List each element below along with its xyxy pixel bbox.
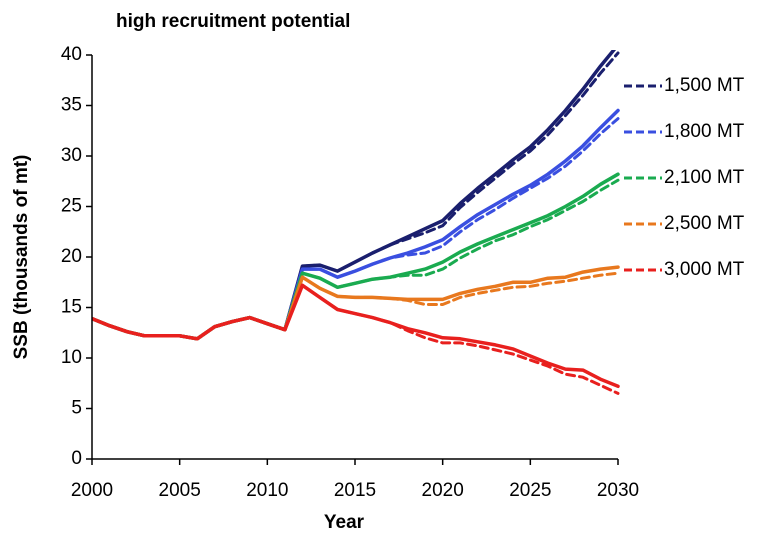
legend-label: 3,000 MT: [664, 259, 745, 280]
x-tick-label: 2025: [509, 480, 551, 501]
y-tick-label: 15: [61, 297, 82, 318]
x-tick-label: 2005: [159, 480, 201, 501]
y-axis-label: SSB (thousands of mt): [11, 155, 32, 360]
legend-label: 2,500 MT: [664, 213, 745, 234]
solid-line: [92, 265, 620, 341]
legend-label: 1,500 MT: [664, 75, 745, 96]
legend-label: 1,800 MT: [664, 121, 745, 142]
legend-label: 2,100 MT: [664, 167, 745, 188]
y-tick-label: 35: [61, 95, 82, 116]
y-tick-label: 30: [61, 145, 82, 166]
dashed-line: [92, 117, 620, 341]
x-tick-label: 2010: [246, 480, 288, 501]
x-tick-label: 2020: [422, 480, 464, 501]
y-tick-label: 25: [61, 196, 82, 217]
plot-lines: [92, 50, 620, 395]
x-tick-label: 2030: [597, 480, 639, 501]
dashed-line: [92, 283, 620, 395]
x-tick-label: 2015: [334, 480, 376, 501]
x-axis-label: Year: [324, 512, 365, 533]
y-tick-label: 0: [71, 448, 82, 469]
y-tick-label: 10: [61, 347, 82, 368]
y-tick-label: 5: [71, 398, 82, 419]
x-tick-label: 2000: [71, 480, 113, 501]
solid-line: [92, 50, 617, 341]
y-tick-label: 40: [61, 44, 82, 65]
y-tick-label: 20: [61, 246, 82, 267]
chart-title: high recruitment potential: [116, 11, 350, 32]
